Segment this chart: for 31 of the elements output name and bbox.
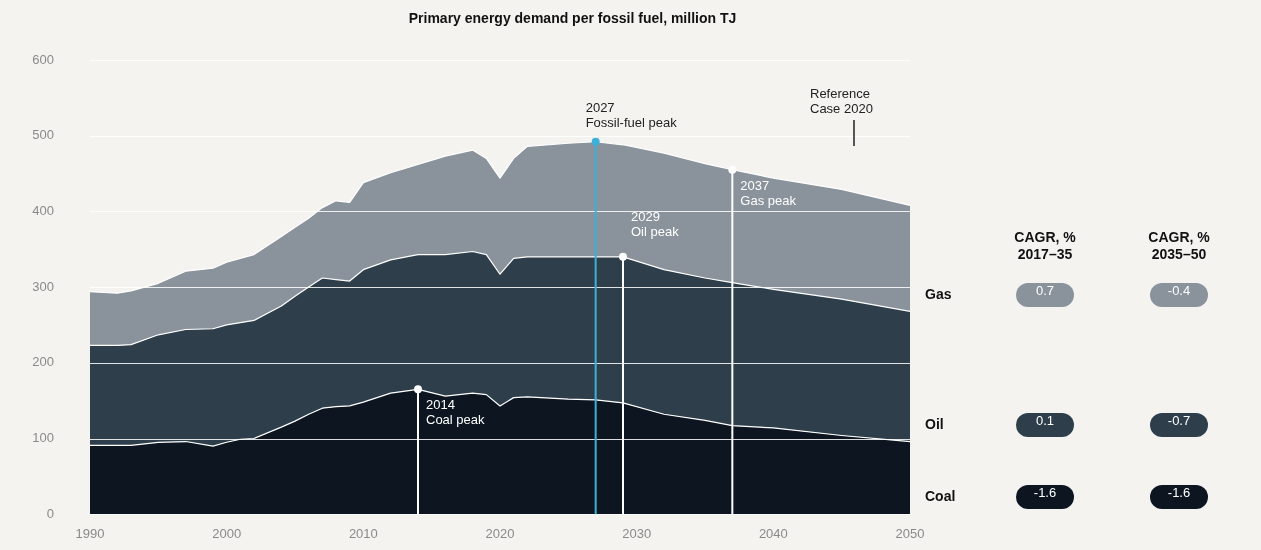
data-label: 0.1 [1016, 413, 1074, 437]
data-label: -0.4 [1150, 283, 1208, 307]
ref-line-label: 2027 Fossil-fuel peak [585, 99, 678, 130]
x-tick-label: 2050 [895, 525, 925, 541]
category-label: Coal [925, 488, 956, 504]
annotation: Reference Case 2020 [810, 86, 873, 117]
x-tick-label: 2000 [212, 525, 242, 541]
y-tick-label: 600 [32, 51, 54, 67]
ref-line-label: 2029 Oil peak [631, 208, 680, 239]
x-tick-label: 1990 [75, 525, 105, 541]
x-tick-label: 2020 [485, 525, 515, 541]
y-tick-label: 0 [46, 505, 54, 521]
ref-line-label: 2014 Coal peak [426, 397, 486, 428]
series-label: CAGR, % 2017–35 [1013, 229, 1077, 263]
data-label: -0.7 [1150, 413, 1208, 437]
y-tick-label: 500 [32, 127, 54, 143]
x-tick-label: 2040 [758, 525, 788, 541]
x-tick-label: 2030 [622, 525, 652, 541]
category-label: Gas [925, 286, 952, 302]
x-tick-label: 2010 [348, 525, 378, 541]
y-tick-label: 200 [32, 354, 54, 370]
data-label: -1.6 [1150, 485, 1208, 509]
y-tick-label: 400 [32, 202, 54, 218]
data-label: 0.7 [1016, 283, 1074, 307]
series-label: CAGR, % 2035–50 [1147, 229, 1211, 263]
data-label: -1.6 [1016, 485, 1074, 509]
y-tick-label: 100 [32, 430, 54, 446]
category-label: Oil [925, 416, 944, 432]
y-tick-label: 300 [32, 278, 54, 294]
ref-line-label: 2037 Gas peak [740, 177, 797, 208]
chart-title: Primary energy demand per fossil fuel, million TJ [407, 10, 738, 26]
